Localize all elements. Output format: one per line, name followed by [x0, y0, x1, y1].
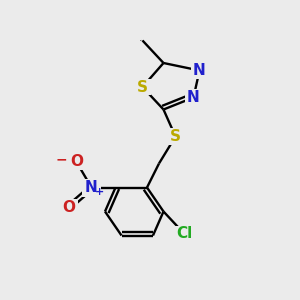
Text: Cl: Cl	[176, 226, 193, 242]
Bar	[191, 62, 208, 79]
Text: methyl: methyl	[140, 40, 145, 41]
Text: N: N	[193, 63, 206, 78]
Bar	[185, 89, 202, 106]
Bar	[134, 79, 152, 95]
Text: O: O	[70, 154, 83, 169]
Text: S: S	[170, 129, 181, 144]
Bar	[68, 154, 85, 170]
Text: N: N	[85, 180, 98, 195]
Bar	[60, 199, 78, 215]
Text: S: S	[137, 80, 148, 94]
Text: −: −	[56, 152, 67, 166]
Text: O: O	[62, 200, 76, 214]
Text: N: N	[187, 90, 200, 105]
Bar	[82, 178, 101, 196]
Text: +: +	[94, 187, 103, 197]
Bar	[173, 226, 196, 242]
Bar	[167, 128, 184, 145]
